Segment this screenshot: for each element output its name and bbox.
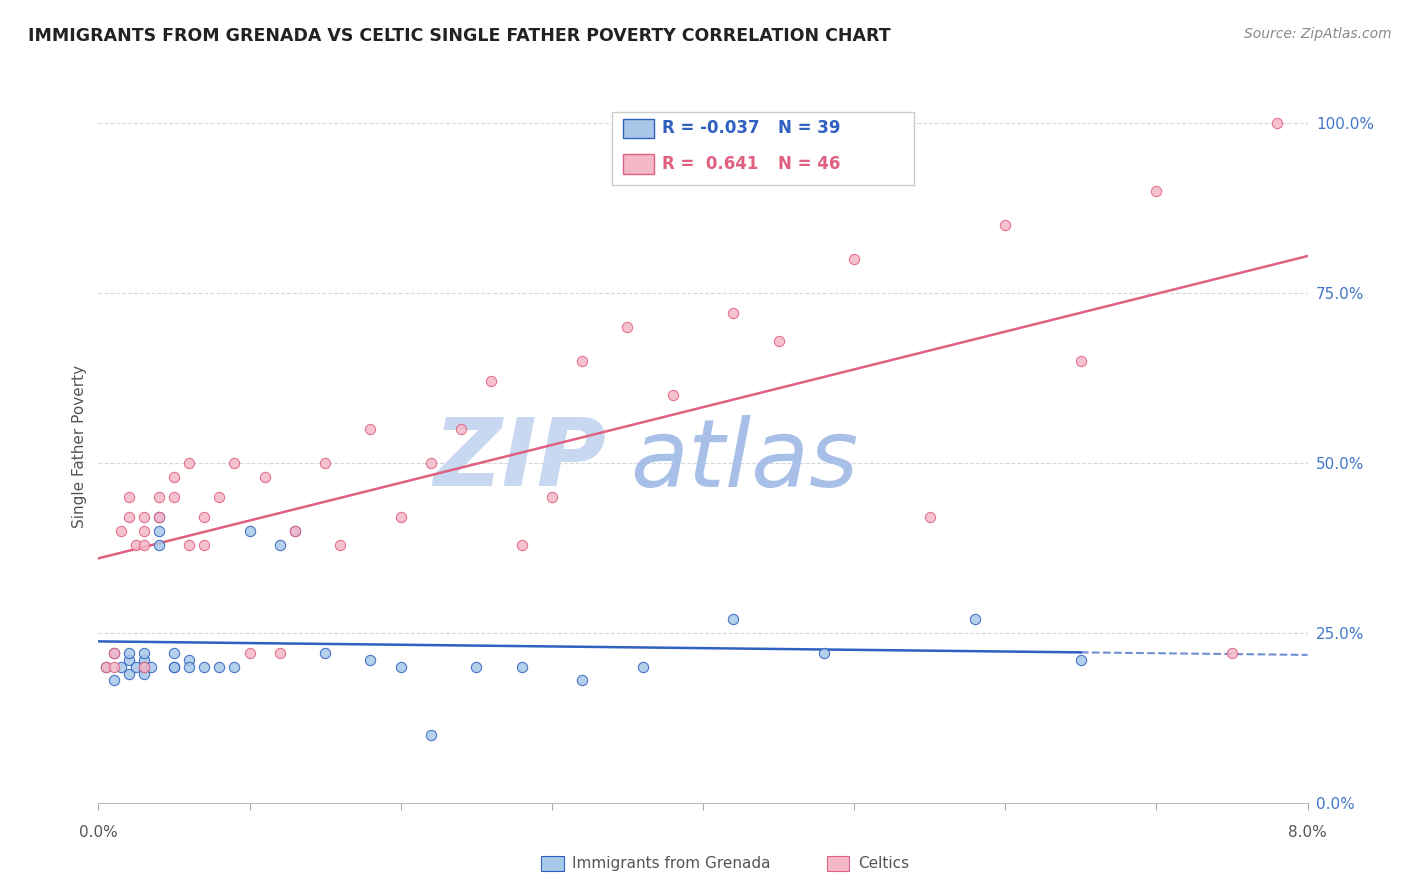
Point: [148, 524, 170, 538]
Point: [284, 524, 307, 538]
Point: [125, 660, 148, 674]
Point: [148, 537, 170, 551]
Point: [132, 660, 155, 674]
Point: [132, 524, 155, 538]
Text: ZIP: ZIP: [433, 414, 606, 507]
Point: [148, 510, 170, 524]
Text: N = 39: N = 39: [778, 120, 839, 137]
Point: [208, 490, 231, 504]
Text: Immigrants from Grenada: Immigrants from Grenada: [572, 856, 770, 871]
Point: [118, 510, 141, 524]
Point: [163, 660, 186, 674]
Point: [918, 510, 941, 524]
Point: [103, 673, 125, 688]
Point: [360, 653, 382, 667]
Point: [510, 660, 533, 674]
Point: [179, 660, 201, 674]
Point: [844, 252, 866, 266]
Point: [284, 524, 307, 538]
Point: [132, 660, 155, 674]
Point: [208, 660, 231, 674]
Point: [110, 524, 132, 538]
Point: [125, 537, 148, 551]
Point: [571, 673, 593, 688]
Point: [389, 510, 412, 524]
Text: atlas: atlas: [630, 415, 859, 506]
Point: [94, 660, 117, 674]
Point: [768, 334, 790, 348]
Point: [253, 469, 276, 483]
Point: [179, 537, 201, 551]
Point: [148, 490, 170, 504]
Point: [224, 660, 246, 674]
Point: [1070, 354, 1092, 368]
Point: [141, 660, 163, 674]
Point: [465, 660, 488, 674]
Point: [360, 422, 382, 436]
Point: [994, 218, 1017, 232]
Point: [662, 388, 685, 402]
Point: [450, 422, 472, 436]
Point: [723, 612, 745, 626]
Point: [239, 646, 262, 660]
Y-axis label: Single Father Poverty: Single Father Poverty: [72, 365, 87, 527]
Point: [132, 666, 155, 681]
Point: [193, 510, 215, 524]
Point: [329, 537, 352, 551]
Point: [132, 537, 155, 551]
Point: [1070, 653, 1092, 667]
Point: [813, 646, 835, 660]
Text: 0.0%: 0.0%: [79, 825, 118, 840]
Point: [314, 646, 336, 660]
Text: Source: ZipAtlas.com: Source: ZipAtlas.com: [1244, 27, 1392, 41]
Point: [269, 537, 291, 551]
Point: [541, 490, 564, 504]
Point: [110, 660, 132, 674]
Point: [132, 510, 155, 524]
Point: [269, 646, 291, 660]
Point: [118, 490, 141, 504]
Point: [132, 653, 155, 667]
Point: [163, 469, 186, 483]
Point: [616, 320, 638, 334]
Point: [239, 524, 262, 538]
Point: [965, 612, 987, 626]
Point: [103, 660, 125, 674]
Text: R =  0.641: R = 0.641: [662, 155, 759, 173]
Point: [224, 456, 246, 470]
Point: [103, 646, 125, 660]
Text: R = -0.037: R = -0.037: [662, 120, 759, 137]
Point: [1220, 646, 1243, 660]
Point: [193, 537, 215, 551]
Point: [118, 666, 141, 681]
Text: 8.0%: 8.0%: [1288, 825, 1327, 840]
Point: [193, 660, 215, 674]
Point: [314, 456, 336, 470]
Point: [1267, 116, 1289, 130]
Point: [420, 728, 443, 742]
Point: [163, 490, 186, 504]
Point: [148, 510, 170, 524]
Point: [571, 354, 593, 368]
Point: [510, 537, 533, 551]
Point: [132, 646, 155, 660]
Point: [103, 646, 125, 660]
Point: [94, 660, 117, 674]
Text: Celtics: Celtics: [858, 856, 908, 871]
Point: [389, 660, 412, 674]
Point: [163, 660, 186, 674]
Point: [163, 646, 186, 660]
Point: [481, 375, 503, 389]
Point: [1146, 184, 1168, 198]
Point: [179, 653, 201, 667]
Point: [179, 456, 201, 470]
Text: N = 46: N = 46: [778, 155, 839, 173]
Point: [118, 646, 141, 660]
Point: [420, 456, 443, 470]
Point: [631, 660, 654, 674]
Point: [723, 306, 745, 320]
Point: [118, 653, 141, 667]
Text: IMMIGRANTS FROM GRENADA VS CELTIC SINGLE FATHER POVERTY CORRELATION CHART: IMMIGRANTS FROM GRENADA VS CELTIC SINGLE…: [28, 27, 891, 45]
